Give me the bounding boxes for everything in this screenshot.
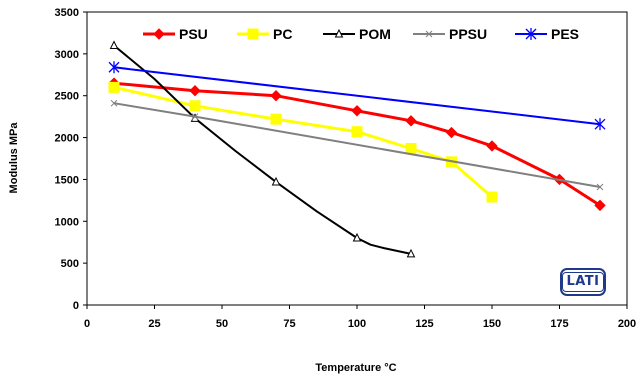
x-tick-label: 200 bbox=[618, 318, 636, 330]
legend-item-pom: POM bbox=[323, 26, 391, 42]
legend-marker-pom bbox=[334, 28, 344, 38]
data-point-pom bbox=[352, 232, 362, 242]
data-point-psu bbox=[270, 90, 282, 102]
legend-marker-pes bbox=[525, 28, 537, 40]
legend-marker-ppsu bbox=[425, 30, 433, 38]
data-point-pc bbox=[486, 191, 498, 203]
plot-frame bbox=[86, 11, 628, 306]
series-ppsu bbox=[110, 99, 604, 191]
data-point-psu bbox=[351, 105, 363, 117]
axes: 0 500 1000 1500 2000 2500 3000 3500 0 25 50 75 100 12… bbox=[55, 7, 637, 330]
data-point-pc bbox=[108, 81, 120, 93]
series-line-pes bbox=[113, 66, 601, 126]
legend-marker-pc bbox=[247, 28, 259, 40]
data-point-pom bbox=[271, 176, 281, 186]
legend-label-pom: POM bbox=[359, 26, 391, 42]
data-point-pes bbox=[594, 118, 606, 131]
y-tick-label: 2500 bbox=[55, 91, 79, 103]
legend-item-pc: PC bbox=[237, 26, 292, 42]
legend-marker-psu bbox=[153, 28, 165, 40]
x-tick-label: 25 bbox=[148, 318, 160, 330]
series-line-pom bbox=[113, 44, 412, 255]
x-axis-title: Temperature °C bbox=[315, 362, 396, 374]
y-tick-label: 3000 bbox=[55, 49, 79, 61]
series-pom bbox=[109, 40, 416, 258]
x-tick-label: 175 bbox=[550, 318, 568, 330]
x-tick-label: 0 bbox=[84, 318, 90, 330]
y-tick-label: 3500 bbox=[55, 7, 79, 19]
x-tick-label: 50 bbox=[216, 318, 228, 330]
legend: PSU PC POM PPSU PES bbox=[143, 26, 579, 42]
y-tick-label: 1000 bbox=[55, 216, 79, 228]
data-point-psu bbox=[486, 140, 498, 152]
data-point-pc bbox=[270, 113, 282, 125]
data-point-psu bbox=[405, 115, 417, 127]
x-tick-label: 75 bbox=[283, 318, 295, 330]
data-point-pom bbox=[406, 248, 416, 258]
data-point-ppsu bbox=[110, 99, 118, 107]
data-point-ppsu bbox=[191, 113, 199, 120]
data-point-ppsu bbox=[596, 183, 604, 191]
legend-item-psu: PSU bbox=[143, 26, 208, 42]
y-axis-title: Modulus MPa bbox=[8, 122, 20, 194]
x-tick-label: 150 bbox=[483, 318, 501, 330]
data-point-pom bbox=[109, 40, 119, 49]
series-pes bbox=[108, 61, 606, 131]
data-point-pc bbox=[405, 142, 417, 154]
y-tick-label: 1500 bbox=[55, 174, 79, 186]
y-tick-label: 2000 bbox=[55, 133, 79, 145]
legend-label-psu: PSU bbox=[179, 26, 208, 42]
x-tick-label: 125 bbox=[415, 318, 433, 330]
series-psu bbox=[108, 77, 606, 212]
legend-item-pes: PES bbox=[515, 26, 579, 42]
data-point-pes bbox=[108, 61, 120, 74]
y-tick-label: 0 bbox=[73, 300, 79, 312]
data-point-psu bbox=[189, 84, 201, 97]
legend-label-pc: PC bbox=[273, 26, 292, 42]
legend-label-pes: PES bbox=[551, 26, 579, 42]
lati-logo-text: LATI bbox=[562, 272, 604, 292]
legend-item-ppsu: PPSU bbox=[413, 26, 487, 42]
data-point-pc bbox=[189, 100, 201, 112]
legend-label-ppsu: PPSU bbox=[449, 26, 487, 42]
y-tick-label: 500 bbox=[61, 258, 79, 270]
series-line-pc bbox=[113, 85, 493, 199]
series-layer bbox=[108, 40, 606, 258]
data-point-psu bbox=[594, 199, 606, 212]
data-point-psu bbox=[445, 126, 458, 139]
lati-logo: LATI bbox=[560, 268, 606, 296]
data-point-pc bbox=[351, 126, 363, 138]
x-tick-label: 100 bbox=[348, 318, 366, 330]
